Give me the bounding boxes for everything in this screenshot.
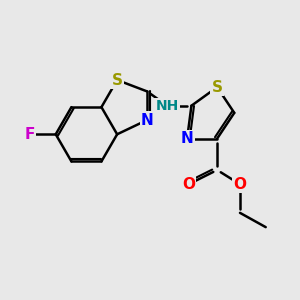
Text: F: F — [25, 127, 35, 142]
Text: N: N — [141, 112, 154, 128]
Text: O: O — [233, 177, 247, 192]
Text: NH: NH — [155, 99, 179, 113]
Text: O: O — [182, 177, 195, 192]
Text: N: N — [181, 131, 194, 146]
Text: S: S — [212, 80, 223, 94]
Text: S: S — [112, 73, 123, 88]
